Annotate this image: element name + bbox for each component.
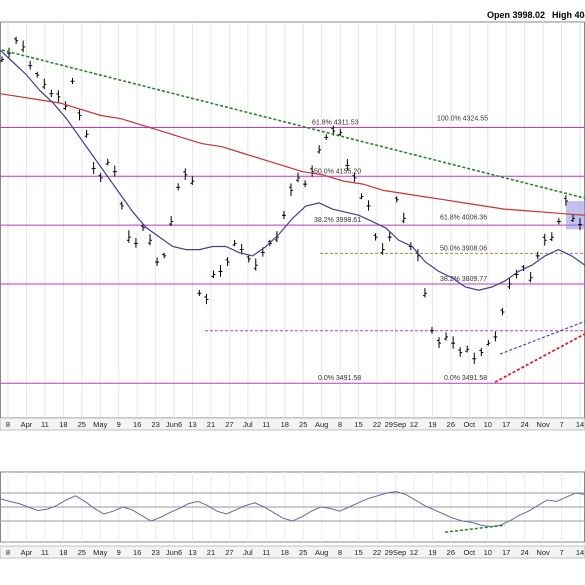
price-x-tick-label: 27: [225, 420, 233, 429]
rsi-divergence-line: [444, 524, 506, 533]
price-x-tick-label: 25: [299, 420, 307, 429]
fib-label: 100.0% 4324.55: [437, 115, 488, 122]
rsi-line: [0, 491, 585, 528]
fib-label: 50.0% 4155.20: [314, 168, 361, 175]
osc-x-tick-label: Jul: [243, 548, 253, 557]
price-x-tick-label: 9: [117, 420, 121, 429]
moving-average-long-line: [0, 93, 585, 216]
high-price-label: High 4048: [552, 10, 585, 20]
osc-x-tick-label: 9: [117, 548, 121, 557]
blue-support-line: [499, 320, 585, 355]
red-support-line: [494, 333, 585, 383]
osc-x-tick-label: 25: [299, 548, 307, 557]
price-x-tick-label: 8: [338, 420, 342, 429]
price-x-tick-label: 19: [428, 420, 436, 429]
osc-axis-band: [0, 545, 585, 559]
osc-x-tick-label: 26: [447, 548, 455, 557]
osc-x-tick-label: 25: [78, 548, 86, 557]
moving-average-short-line: [0, 49, 585, 291]
price-x-tick-label: 7: [559, 420, 563, 429]
oscillator-panel: [0, 471, 585, 543]
oscillator-x-axis: 8 Apr 11 18 25 May 9 16 23 Jun6 13 21 27 Jul 11 18 25 Aug…: [0, 545, 585, 559]
fib-label: 61.8% 4311.53: [312, 120, 359, 127]
price-x-tick-label: Aug: [315, 420, 328, 429]
price-x-tick-label: 23: [151, 420, 159, 429]
open-price-label: Open 3998.02: [487, 10, 545, 20]
osc-x-tick-label: 8: [6, 548, 10, 557]
price-x-tick-label: Nov: [536, 420, 550, 429]
osc-x-tick-label: 16: [133, 548, 141, 557]
price-x-tick-label: 13: [188, 420, 196, 429]
osc-x-tick-label: 13: [188, 548, 196, 557]
price-axis-band: [0, 417, 585, 431]
downtrend-line: [1, 49, 585, 199]
price-x-tick-label: 12: [410, 420, 418, 429]
osc-x-tick-label: 11: [41, 548, 49, 557]
price-x-tick-label: 26: [447, 420, 455, 429]
osc-x-tick-label: 15: [354, 548, 362, 557]
osc-x-tick-label: 8: [338, 548, 342, 557]
fib-label: 0.0% 3491.58: [444, 375, 487, 382]
osc-x-tick-label: 24: [520, 548, 528, 557]
osc-x-tick-label: 11: [262, 548, 270, 557]
osc-x-tick-label: 23: [151, 548, 159, 557]
fib-label: 38.2% 3998.61: [314, 217, 361, 224]
osc-x-tick-label: 29Sep: [385, 548, 407, 557]
price-x-tick-label: 22: [373, 420, 381, 429]
price-x-tick-label: 17: [502, 420, 510, 429]
osc-x-tick-label: Jun6: [166, 548, 182, 557]
price-x-tick-label: 11: [41, 420, 49, 429]
fib-label: 50.0% 3908.06: [440, 245, 487, 252]
price-x-axis: 8 Apr 11 18 25 May 9 16 23 Jun6 13 21 27 Jul 11 18 25 Aug…: [0, 417, 585, 431]
osc-x-tick-label: Oct: [463, 548, 476, 557]
price-x-tick-label: 18: [281, 420, 289, 429]
fib-label: 61.8% 4006.36: [440, 215, 487, 222]
price-x-tick-label: Oct: [463, 420, 476, 429]
osc-x-tick-label: Apr: [21, 548, 33, 557]
price-x-tick-label: Jun6: [166, 420, 182, 429]
price-x-tick-label: 29Sep: [385, 420, 407, 429]
price-x-tick-label: 21: [207, 420, 215, 429]
price-x-tick-label: 11: [262, 420, 270, 429]
osc-x-tick-label: Nov: [536, 548, 550, 557]
osc-x-tick-label: 21: [207, 548, 215, 557]
osc-x-tick-label: 10: [484, 548, 492, 557]
osc-x-tick-label: 7: [559, 548, 563, 557]
osc-x-tick-label: 17: [502, 548, 510, 557]
price-x-tick-label: May: [93, 420, 107, 429]
price-x-tick-label: 24: [520, 420, 528, 429]
osc-x-tick-label: 18: [59, 548, 67, 557]
osc-x-tick-label: 18: [281, 548, 289, 557]
osc-x-tick-label: May: [93, 548, 107, 557]
price-x-tick-label: 14: [576, 420, 584, 429]
price-x-tick-label: Jul: [243, 420, 253, 429]
price-x-tick-label: 10: [484, 420, 492, 429]
price-x-tick-label: 25: [78, 420, 86, 429]
osc-x-tick-label: 27: [225, 548, 233, 557]
osc-x-tick-label: Aug: [315, 548, 328, 557]
fib-label: 0.0% 3491.58: [318, 375, 361, 382]
price-x-tick-label: Apr: [21, 420, 33, 429]
price-x-tick-label: 8: [6, 420, 10, 429]
osc-x-tick-label: 19: [428, 548, 436, 557]
fib-label: 38.2% 3809.77: [440, 276, 487, 283]
price-x-tick-label: 16: [133, 420, 141, 429]
osc-x-tick-label: 12: [410, 548, 418, 557]
price-x-tick-label: 18: [59, 420, 67, 429]
osc-x-tick-label: 14: [576, 548, 584, 557]
price-x-tick-label: 15: [354, 420, 362, 429]
osc-x-tick-label: 22: [373, 548, 381, 557]
